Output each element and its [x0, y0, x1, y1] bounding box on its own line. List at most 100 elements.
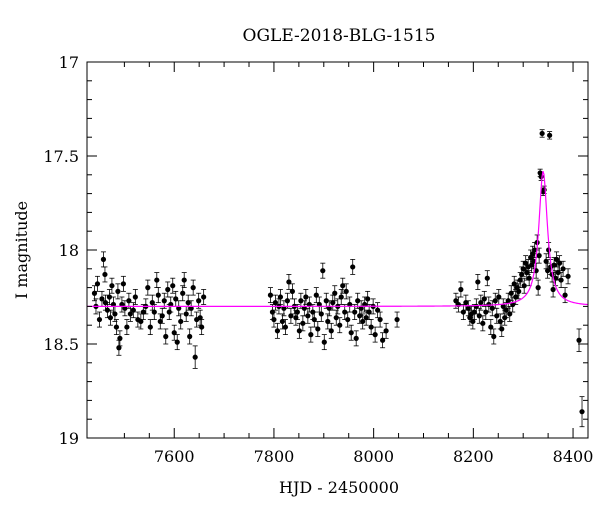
- data-point: [126, 298, 132, 304]
- data-point: [140, 309, 146, 315]
- data-point: [380, 337, 386, 343]
- data-point: [516, 288, 522, 294]
- data-point: [138, 318, 144, 325]
- data-point: [170, 283, 176, 289]
- data-point: [274, 328, 281, 334]
- data-point: [343, 288, 349, 294]
- data-point: [163, 333, 169, 340]
- data-point: [180, 290, 186, 296]
- plot-frame: [86, 61, 589, 439]
- data-point: [145, 285, 151, 291]
- data-point: [491, 333, 497, 340]
- data-point: [552, 275, 559, 281]
- data-point: [267, 292, 274, 298]
- y-tick-label: 18.5: [43, 335, 79, 354]
- x-tick-label: 7800: [254, 447, 295, 466]
- data-point: [288, 313, 294, 319]
- data-point: [199, 324, 205, 330]
- data-point: [176, 305, 182, 311]
- data-point: [120, 281, 126, 287]
- data-point: [536, 253, 542, 259]
- data-point: [124, 324, 130, 330]
- data-point: [535, 285, 541, 291]
- data-point: [183, 311, 189, 317]
- data-point: [151, 309, 157, 315]
- data-point: [476, 313, 482, 319]
- data-point: [106, 294, 113, 300]
- data-point: [523, 260, 529, 266]
- data-point: [271, 316, 277, 323]
- data-point: [353, 335, 359, 341]
- data-point: [458, 286, 464, 293]
- y-axis-label: I magnitude: [12, 201, 31, 299]
- data-point: [154, 277, 160, 283]
- x-tick-label: 8400: [553, 447, 594, 466]
- data-point: [360, 318, 366, 325]
- data-point: [553, 256, 560, 262]
- data-point: [109, 283, 115, 289]
- data-point: [132, 294, 138, 300]
- data-point: [539, 130, 545, 137]
- data-point: [471, 309, 477, 315]
- data-point: [272, 300, 279, 306]
- data-point: [375, 307, 381, 313]
- data-point: [303, 294, 309, 300]
- chart-title: OGLE-2018-BLG-1515: [243, 26, 436, 46]
- data-point: [192, 354, 198, 360]
- data-point: [363, 315, 369, 321]
- data-point: [394, 316, 400, 323]
- data-point: [545, 268, 551, 274]
- data-point: [149, 300, 155, 306]
- data-point: [555, 269, 561, 276]
- data-point: [305, 313, 311, 319]
- data-point: [318, 311, 324, 317]
- data-point: [165, 286, 171, 293]
- data-point: [358, 305, 364, 311]
- data-point: [298, 298, 304, 304]
- data-point: [282, 324, 289, 330]
- data-point: [326, 305, 332, 311]
- data-point: [130, 307, 136, 313]
- data-point: [526, 275, 532, 281]
- data-point: [328, 328, 334, 334]
- data-point: [279, 318, 286, 325]
- data-point: [196, 298, 202, 304]
- data-point: [513, 294, 519, 300]
- data-point: [112, 311, 118, 317]
- x-tick-label: 7600: [154, 447, 195, 466]
- data-point: [366, 309, 372, 315]
- data-point: [100, 256, 107, 262]
- data-point: [556, 260, 563, 266]
- data-point: [313, 292, 319, 298]
- data-point: [117, 335, 123, 341]
- data-point: [508, 290, 514, 296]
- data-point: [551, 262, 557, 268]
- data-point: [579, 409, 585, 415]
- data-point: [550, 286, 556, 293]
- data-point: [489, 305, 495, 311]
- data-point: [294, 309, 300, 315]
- data-point: [350, 264, 356, 270]
- data-point: [481, 296, 487, 302]
- data-point: [507, 311, 513, 317]
- data-point: [484, 275, 490, 281]
- data-point: [488, 324, 494, 330]
- data-point: [494, 313, 500, 319]
- data-point: [91, 290, 98, 296]
- model-fit-curve: [87, 170, 589, 307]
- data-point: [185, 300, 191, 306]
- data-point: [342, 309, 348, 315]
- data-point: [520, 266, 526, 272]
- data-point: [115, 288, 121, 294]
- data-point: [94, 281, 101, 287]
- data-point: [460, 309, 466, 315]
- data-point: [560, 266, 566, 272]
- data-point: [201, 294, 207, 300]
- data-point: [173, 296, 179, 302]
- x-axis: 7600 7800 8000 8200 8400: [123, 62, 594, 466]
- data-point: [308, 332, 314, 338]
- data-point: [543, 258, 549, 264]
- data-point: [159, 313, 165, 319]
- data-point: [383, 328, 389, 334]
- data-point: [323, 298, 329, 304]
